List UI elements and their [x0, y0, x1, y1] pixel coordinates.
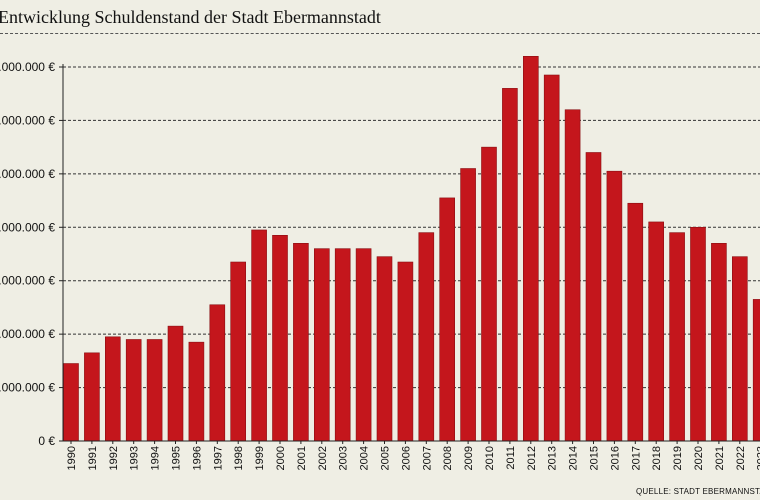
bar-2019 [669, 232, 685, 442]
x-tick-label-2000: 2000 [275, 446, 287, 470]
x-tick-label-2011: 2011 [505, 446, 517, 470]
bar-1997 [209, 304, 226, 442]
bar-2000 [272, 235, 288, 442]
x-tick-label-2012: 2012 [526, 446, 538, 470]
bar-1993 [125, 339, 142, 442]
bar-2017 [627, 202, 644, 442]
bar-2011 [502, 88, 518, 442]
bar-2014 [564, 109, 581, 442]
x-tick-label-2001: 2001 [296, 446, 308, 470]
x-tick-label-1996: 1996 [191, 446, 203, 470]
x-tick-label-2015: 2015 [589, 446, 601, 470]
x-tick-label-2020: 2020 [693, 446, 705, 470]
y-tick-label: 2.000.000 € [0, 381, 55, 395]
bar-1999 [251, 229, 267, 442]
x-tick-label-1993: 1993 [129, 446, 141, 470]
x-tick-label-1994: 1994 [150, 446, 162, 470]
bar-2001 [293, 243, 309, 442]
bar-2004 [355, 248, 372, 442]
x-tick-label-2023: 2023 [756, 446, 760, 470]
bar-2016 [606, 170, 623, 442]
bar-2009 [460, 168, 476, 442]
x-tick-label-2004: 2004 [359, 446, 371, 470]
x-tick-label-2010: 2010 [484, 446, 496, 470]
y-tick-label: 0 € [38, 434, 55, 448]
bar-2010 [481, 146, 497, 442]
title-bar: Entwicklung Schuldenstand der Stadt Eber… [0, 0, 760, 34]
bar-1995 [167, 325, 184, 442]
x-tick-label-2016: 2016 [609, 446, 621, 470]
x-tick-label-2019: 2019 [672, 446, 684, 470]
bar-2015 [585, 152, 602, 442]
x-tick-label-1995: 1995 [171, 446, 183, 470]
bar-2018 [648, 221, 665, 442]
x-tick-label-2003: 2003 [338, 446, 350, 470]
x-tick-label-2002: 2002 [317, 446, 329, 470]
bar-1992 [105, 336, 121, 442]
x-tick-label-2022: 2022 [735, 446, 747, 470]
bar-2020 [690, 226, 706, 442]
x-tick-label-2006: 2006 [400, 446, 412, 470]
x-tick-labels: 1990 1991 1992 1993 1994 1995 1996 1997 1998 1999… [66, 441, 760, 470]
bar-2006 [397, 261, 414, 442]
y-tick-label: 6.000.000 € [0, 274, 55, 288]
x-tick-label-1997: 1997 [212, 446, 224, 470]
bar-1990 [63, 363, 79, 442]
bar-2013 [543, 74, 560, 442]
y-tick-label: 12.000.000 € [0, 113, 55, 127]
x-tick-label-2008: 2008 [442, 446, 454, 470]
x-tick-label-2014: 2014 [568, 446, 580, 470]
x-tick-label-2005: 2005 [380, 446, 392, 470]
bar-1994 [146, 339, 163, 442]
x-tick-label-2018: 2018 [651, 446, 663, 470]
x-tick-label-2013: 2013 [547, 446, 559, 470]
bar-2005 [376, 256, 393, 442]
y-tick-label: 8.000.000 € [0, 220, 55, 234]
bar-2021 [711, 243, 727, 442]
source-note: QUELLE: STADT EBERMANNSTADT [636, 487, 760, 496]
x-tick-label-1999: 1999 [254, 446, 266, 470]
bar-2008 [439, 197, 456, 442]
bar-2007 [418, 232, 435, 442]
bar-1998 [230, 261, 246, 442]
x-tick-label-2007: 2007 [421, 446, 433, 470]
axis-layer: 0 € 2.000.000 € 4.000.000 € 6.000.000 € 8.00… [0, 60, 760, 448]
x-tick-label-1990: 1990 [66, 446, 78, 470]
chart-title: Entwicklung Schuldenstand der Stadt Eber… [0, 7, 381, 27]
x-tick-label-1992: 1992 [108, 446, 120, 470]
bar-2002 [313, 248, 330, 442]
y-tick-label: 10.000.000 € [0, 167, 55, 181]
x-tick-label-2017: 2017 [630, 446, 642, 470]
bar-1991 [84, 352, 100, 442]
bar-2003 [334, 248, 351, 442]
bar-1996 [188, 341, 205, 442]
x-tick-label-2009: 2009 [463, 446, 475, 470]
y-tick-label: 14.000.000 € [0, 60, 55, 74]
y-tick-label: 4.000.000 € [0, 327, 55, 341]
bar-2022 [731, 256, 748, 442]
bar-2023 [752, 299, 760, 442]
x-tick-label-2021: 2021 [714, 446, 726, 470]
x-tick-label-1998: 1998 [233, 446, 245, 470]
x-tick-label-1991: 1991 [87, 446, 99, 470]
bars-layer [63, 56, 760, 442]
bar-2012 [522, 56, 539, 442]
